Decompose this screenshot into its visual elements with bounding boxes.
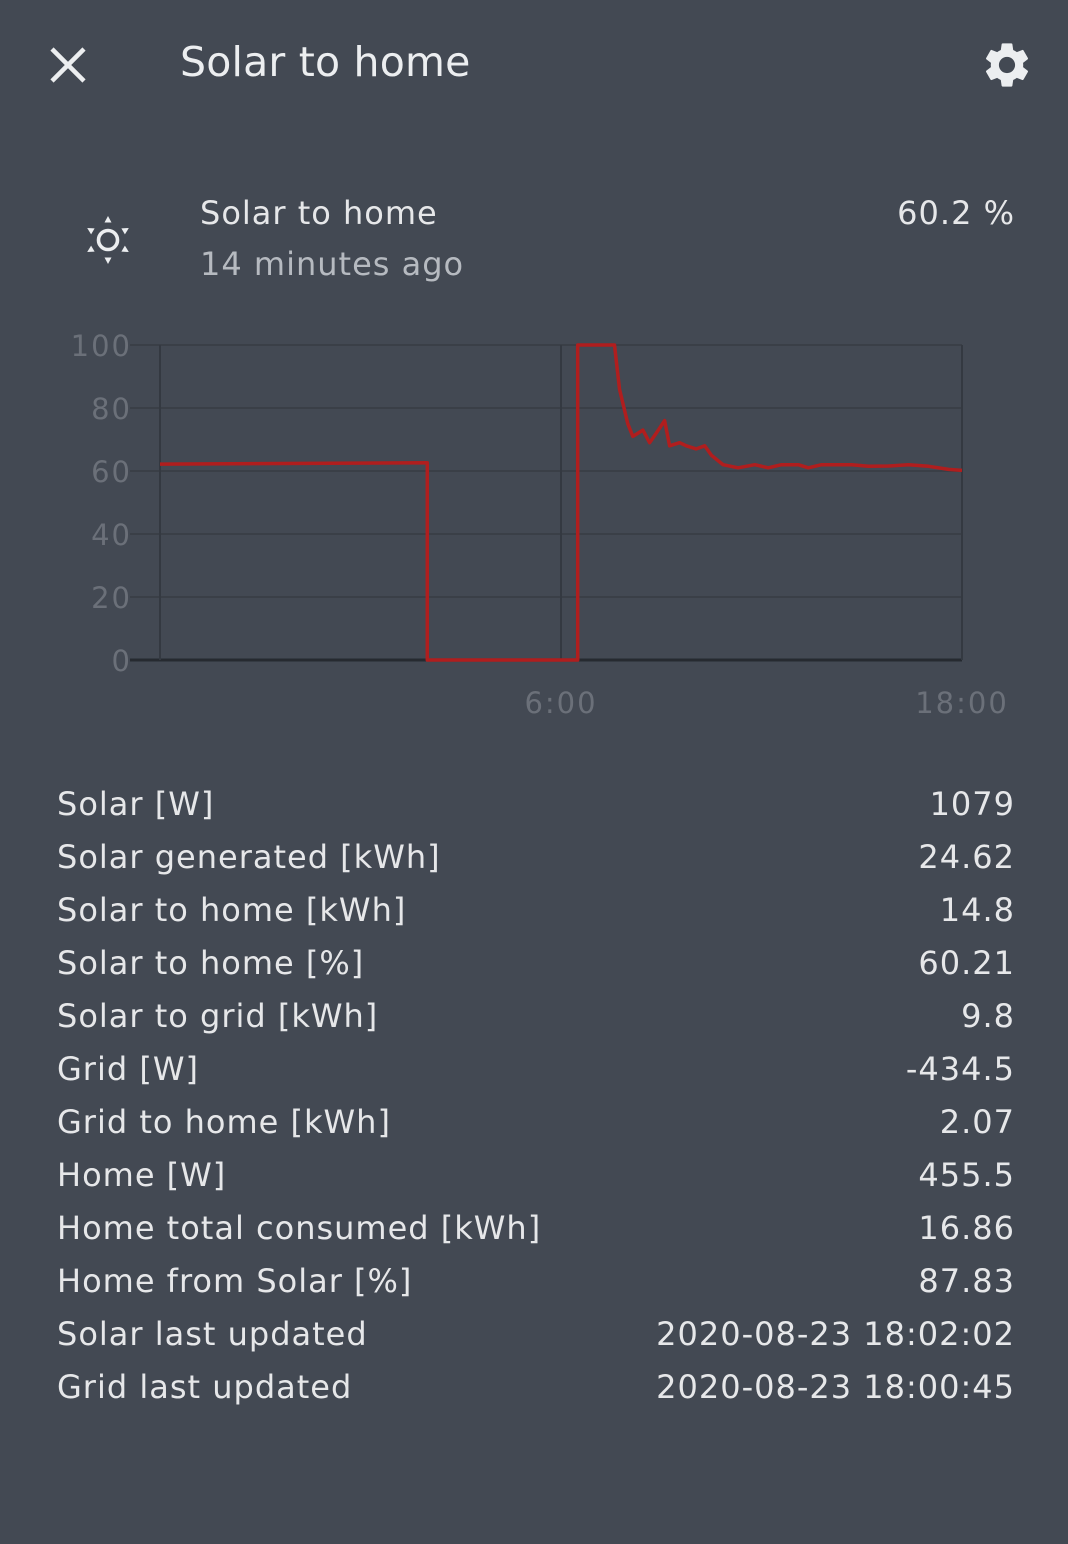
attribute-label: Grid [W] [57, 1049, 199, 1088]
attribute-label: Solar to home [kWh] [57, 890, 407, 929]
attribute-value: 87.83 [918, 1261, 1015, 1300]
attribute-label: Grid last updated [57, 1367, 353, 1406]
attribute-row: Solar generated [kWh] 24.62 [57, 830, 1015, 883]
close-icon [50, 47, 86, 83]
attribute-row: Solar to home [kWh] 14.8 [57, 883, 1015, 936]
attribute-row: Grid last updated 2020-08-23 18:00:45 [57, 1360, 1015, 1413]
entity-state-row: Solar to home 14 minutes ago 60.2 % [0, 180, 1068, 290]
weather-sunny-icon [80, 212, 136, 268]
attribute-value: 9.8 [961, 996, 1015, 1035]
attribute-label: Grid to home [kWh] [57, 1102, 391, 1141]
attribute-row: Home from Solar [%] 87.83 [57, 1254, 1015, 1307]
attribute-row: Solar to home [%] 60.21 [57, 936, 1015, 989]
y-tick-label: 60 [91, 455, 132, 489]
dialog-title: Solar to home [180, 38, 471, 86]
attribute-row: Solar [W] 1079 [57, 777, 1015, 830]
attribute-label: Home from Solar [%] [57, 1261, 413, 1300]
history-chart-svg: 0 20 40 60 80 100 6:00 18:00 [71, 329, 1009, 720]
series-line [159, 343, 963, 662]
attribute-row: Grid to home [kWh] 2.07 [57, 1095, 1015, 1148]
settings-button[interactable] [976, 34, 1038, 96]
attribute-value: 2020-08-23 18:02:02 [656, 1314, 1015, 1353]
attribute-value: 2020-08-23 18:00:45 [656, 1367, 1015, 1406]
attribute-value: 60.21 [918, 943, 1015, 982]
attribute-label: Home [W] [57, 1155, 227, 1194]
y-tick-label: 80 [91, 392, 132, 426]
attribute-label: Solar to grid [kWh] [57, 996, 379, 1035]
attribute-value: 2.07 [939, 1102, 1015, 1141]
entity-last-changed: 14 minutes ago [200, 245, 465, 283]
close-button[interactable] [40, 37, 96, 93]
attribute-row: Solar last updated 2020-08-23 18:02:02 [57, 1307, 1015, 1360]
y-tick-label: 0 [112, 644, 132, 678]
entity-name: Solar to home [200, 194, 438, 232]
attribute-label: Solar to home [%] [57, 943, 365, 982]
entity-state-value: 60.2 % [897, 194, 1015, 232]
attributes-list: Solar [W] 1079 Solar generated [kWh] 24.62 S… [57, 777, 1015, 1413]
y-tick-label: 40 [91, 518, 132, 552]
attribute-label: Home total consumed [kWh] [57, 1208, 542, 1247]
y-tick-label: 100 [71, 329, 132, 363]
attribute-label: Solar [W] [57, 784, 215, 823]
attribute-row: Solar to grid [kWh] 9.8 [57, 989, 1015, 1042]
attribute-row: Home total consumed [kWh] 16.86 [57, 1201, 1015, 1254]
attribute-label: Solar last updated [57, 1314, 368, 1353]
attribute-value: 455.5 [918, 1155, 1015, 1194]
attribute-value: 16.86 [918, 1208, 1015, 1247]
attribute-value: 1079 [929, 784, 1015, 823]
attribute-value: -434.5 [905, 1049, 1015, 1088]
gear-icon [985, 43, 1029, 87]
history-chart: 0 20 40 60 80 100 6:00 18:00 [0, 320, 1068, 740]
y-tick-label: 20 [91, 581, 132, 615]
x-tick-label: 18:00 [915, 686, 1009, 720]
attribute-value: 24.62 [918, 837, 1015, 876]
attribute-value: 14.8 [939, 890, 1015, 929]
x-tick-label: 6:00 [524, 686, 597, 720]
attribute-row: Grid [W] -434.5 [57, 1042, 1015, 1095]
dialog-header: Solar to home [0, 0, 1068, 130]
attribute-row: Home [W] 455.5 [57, 1148, 1015, 1201]
attribute-label: Solar generated [kWh] [57, 837, 441, 876]
